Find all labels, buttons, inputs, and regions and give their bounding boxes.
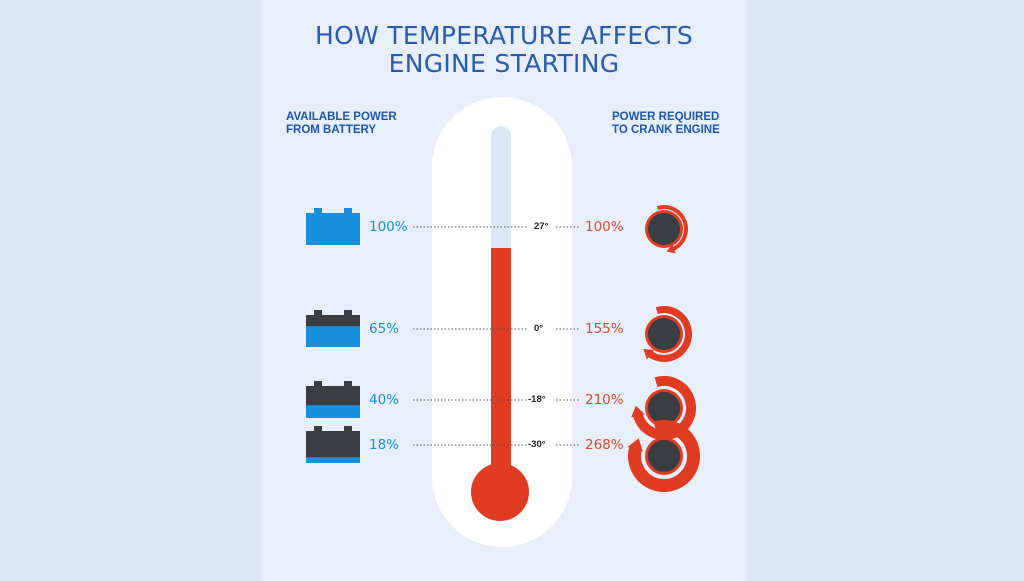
crank-percent-label: 210%	[585, 392, 624, 408]
power-required-line-1: POWER REQUIRED	[612, 111, 720, 123]
data-row	[306, 376, 696, 440]
crank-dial-icon	[643, 306, 692, 362]
battery-icon	[306, 426, 360, 463]
data-row	[306, 420, 700, 492]
battery-percent-label: 40%	[369, 392, 400, 408]
temperature-label: -18°	[528, 394, 546, 405]
battery-percent-label: 18%	[369, 437, 400, 453]
temperature-label: -30°	[528, 439, 546, 450]
data-row	[306, 306, 692, 362]
title-line-2: ENGINE STARTING	[388, 49, 620, 78]
available-power-line-1: AVAILABLE POWER	[286, 111, 397, 123]
battery-icon	[306, 208, 360, 245]
battery-percent-label: 100%	[369, 219, 408, 235]
temperature-label: 27°	[534, 221, 549, 232]
crank-percent-label: 268%	[585, 437, 624, 453]
page-title: HOW TEMPERATURE AFFECTS ENGINE STARTING	[262, 22, 746, 78]
data-row	[306, 205, 688, 254]
battery-icon	[306, 381, 360, 418]
crank-dial-icon	[631, 376, 696, 440]
temperature-label: 0°	[534, 323, 544, 334]
crank-percent-label: 100%	[585, 219, 624, 235]
available-power-line-2: FROM BATTERY	[286, 124, 377, 136]
power-required-line-2: TO CRANK ENGINE	[612, 124, 720, 136]
title-line-1: HOW TEMPERATURE AFFECTS	[314, 21, 693, 50]
crank-dial-icon	[645, 205, 688, 254]
battery-icon	[306, 310, 360, 347]
crank-percent-label: 155%	[585, 321, 624, 337]
available-power-header: AVAILABLE POWER FROM BATTERY	[286, 111, 397, 137]
thermometer-icon	[432, 97, 572, 547]
crank-dial-icon	[627, 420, 700, 492]
power-required-header: POWER REQUIRED TO CRANK ENGINE	[612, 111, 720, 137]
battery-percent-label: 65%	[369, 321, 400, 337]
